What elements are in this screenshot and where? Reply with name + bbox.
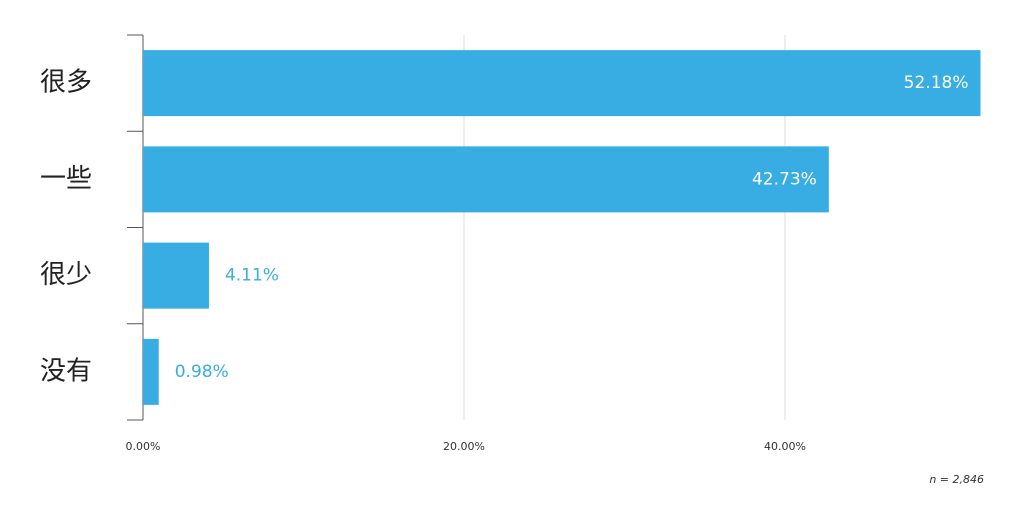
value-label: 52.18% — [904, 73, 969, 93]
bar — [143, 338, 159, 405]
value-label: 42.73% — [752, 169, 817, 189]
y-tick-label: 没有 — [40, 356, 92, 386]
y-tick-label: 很多 — [40, 68, 92, 98]
x-tick-label: 0.00% — [126, 440, 161, 453]
bar — [143, 50, 981, 117]
x-tick-label: 20.00% — [443, 440, 485, 453]
y-tick-label: 很少 — [40, 260, 92, 290]
x-tick-label: 40.00% — [764, 440, 806, 453]
value-label: 4.11% — [225, 266, 279, 286]
bar — [143, 146, 829, 213]
sample-size-note: n = 2,846 — [929, 473, 984, 486]
value-label: 0.98% — [175, 362, 229, 382]
y-tick-label: 一些 — [40, 164, 92, 194]
bar — [143, 242, 209, 309]
